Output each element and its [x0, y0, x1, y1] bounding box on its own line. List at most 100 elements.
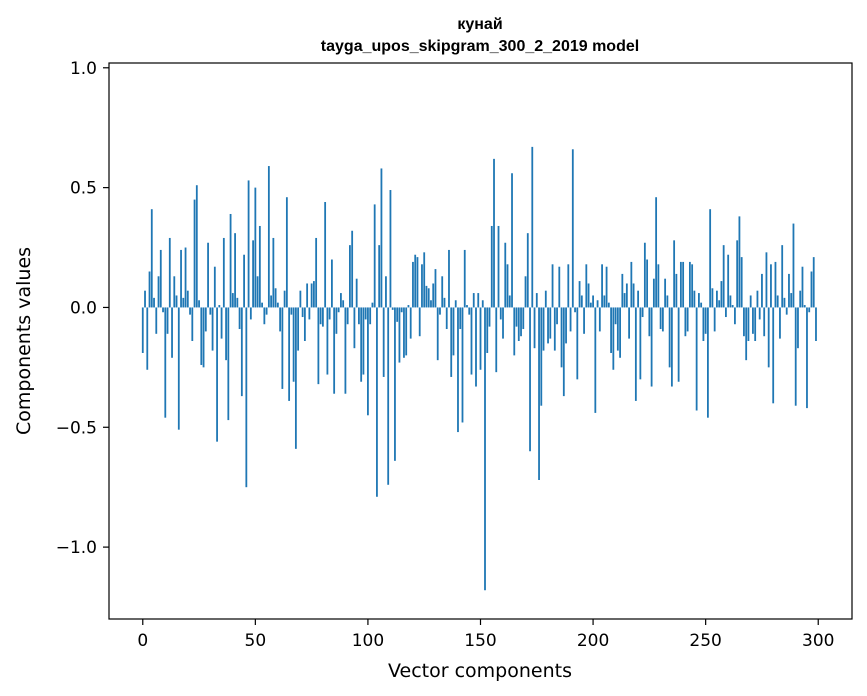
bar — [364, 307, 367, 320]
bar — [144, 290, 146, 308]
bar — [621, 273, 624, 308]
bar — [436, 307, 439, 361]
bar — [743, 307, 745, 337]
bar — [700, 302, 703, 308]
bar — [691, 264, 694, 308]
bar — [520, 307, 522, 337]
bar — [461, 307, 464, 423]
bar — [198, 300, 200, 308]
bar — [767, 307, 770, 368]
bar — [675, 273, 678, 308]
bar — [394, 307, 396, 461]
bar — [414, 254, 417, 308]
bar — [797, 307, 799, 349]
bar — [231, 293, 234, 308]
bar — [619, 307, 621, 358]
bar — [403, 307, 405, 358]
bar — [303, 307, 306, 341]
bar — [738, 216, 741, 308]
bar — [677, 307, 680, 382]
bar — [342, 300, 345, 308]
bar — [479, 307, 482, 370]
bar — [432, 283, 435, 308]
bar — [774, 261, 777, 308]
bar — [547, 307, 549, 344]
bar — [601, 264, 603, 308]
bar — [292, 307, 295, 382]
bar — [785, 307, 788, 315]
bar — [340, 293, 342, 308]
bar — [540, 307, 543, 406]
bar — [812, 257, 815, 308]
bar — [452, 307, 455, 356]
bar — [229, 213, 232, 308]
bar — [168, 237, 171, 308]
bar — [173, 276, 176, 308]
bar — [815, 307, 817, 341]
bar — [247, 180, 250, 308]
bar — [218, 305, 221, 308]
bar — [616, 307, 619, 351]
bar — [434, 269, 437, 308]
bar — [756, 290, 759, 308]
bar — [472, 293, 475, 308]
bar — [441, 276, 444, 308]
bar — [326, 307, 329, 375]
bar — [761, 273, 763, 308]
bar — [806, 307, 808, 409]
bar — [459, 307, 462, 330]
bar — [747, 307, 750, 341]
bar — [734, 307, 736, 325]
y-axis: 1.0 0.5 0.0 −0.5 −1.0 — [56, 59, 109, 558]
bar — [718, 300, 721, 308]
bar — [493, 158, 495, 308]
bar — [243, 254, 245, 308]
bar — [425, 285, 428, 308]
bar — [236, 297, 239, 308]
bar — [544, 290, 547, 308]
chart-title-line-1: кунай — [457, 16, 502, 33]
bar — [141, 307, 144, 353]
bar — [792, 223, 795, 308]
bar — [454, 300, 457, 308]
bar — [450, 307, 453, 377]
bar — [294, 307, 297, 449]
bar — [288, 307, 291, 401]
bar — [556, 307, 558, 325]
bar — [504, 242, 507, 308]
bar — [808, 307, 811, 313]
bar — [594, 307, 597, 413]
bar — [657, 264, 660, 308]
bar — [371, 302, 374, 308]
bar — [265, 307, 268, 315]
bar — [317, 307, 320, 385]
bar — [427, 288, 430, 308]
bar — [155, 307, 158, 334]
bar — [283, 290, 286, 308]
bar — [659, 307, 662, 330]
bar — [578, 281, 581, 308]
bar — [589, 302, 592, 308]
y-tick-label: −1.0 — [56, 538, 97, 558]
bar — [321, 307, 324, 327]
bar — [565, 307, 567, 344]
bar — [227, 307, 230, 421]
y-axis-label: Components values — [13, 247, 35, 435]
bar — [549, 307, 552, 339]
bar — [385, 276, 387, 308]
bar — [810, 271, 813, 308]
bar — [211, 307, 214, 351]
bar — [346, 307, 349, 325]
bar — [623, 293, 626, 308]
bar — [558, 266, 561, 308]
bar — [776, 295, 779, 308]
x-tick-label: 200 — [577, 631, 609, 651]
bar — [614, 307, 617, 325]
bar — [387, 307, 390, 485]
bar — [171, 307, 173, 358]
bar — [745, 307, 748, 361]
bar — [799, 290, 802, 308]
bar — [258, 225, 261, 308]
bar — [333, 307, 336, 394]
x-tick-label: 0 — [137, 631, 148, 651]
